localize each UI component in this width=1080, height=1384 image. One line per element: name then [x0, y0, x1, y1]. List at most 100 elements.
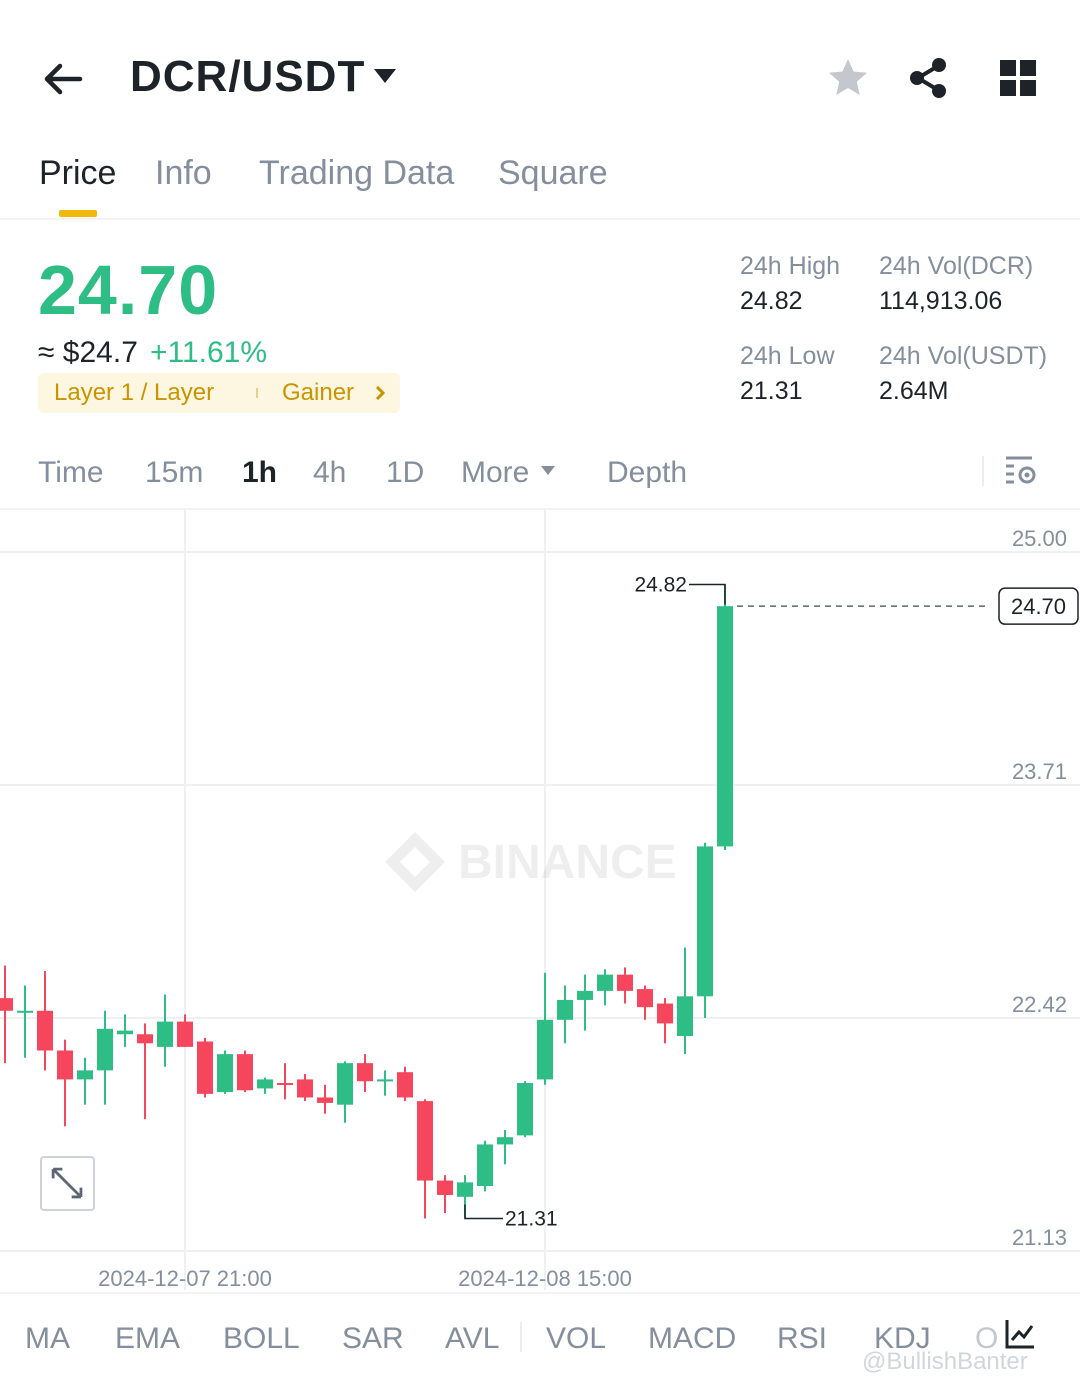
- candle-body: [597, 974, 613, 991]
- low-label: 24h Low: [740, 342, 835, 370]
- tab-trading-data[interactable]: Trading Data: [259, 154, 455, 192]
- binance-logo-icon: [385, 832, 445, 892]
- candle-body: [137, 1034, 153, 1044]
- candle-body: [237, 1054, 253, 1091]
- interval-depth[interactable]: Depth: [607, 456, 688, 489]
- candle-body: [717, 606, 733, 847]
- binance-watermark: BINANCE: [385, 832, 677, 892]
- y-tick-label: 21.13: [1012, 1225, 1067, 1250]
- candle-body: [457, 1182, 473, 1197]
- indicator-chart-icon[interactable]: [1004, 1318, 1036, 1350]
- indicator-boll[interactable]: BOLL: [223, 1322, 300, 1355]
- interval-15m[interactable]: 15m: [145, 456, 204, 489]
- tag-bar[interactable]: Layer 1 / Layer Gainer: [38, 373, 400, 413]
- candle-body: [17, 1010, 33, 1013]
- tab-info[interactable]: Info: [155, 154, 212, 192]
- back-arrow-icon[interactable]: [40, 56, 86, 102]
- expand-chart-button[interactable]: [40, 1156, 95, 1211]
- candle-body: [657, 1003, 673, 1024]
- candle-body: [497, 1137, 513, 1145]
- tab-square[interactable]: Square: [498, 154, 608, 192]
- vol-base-value: 114,913.06: [879, 287, 1003, 315]
- candle-body: [37, 1010, 53, 1051]
- indicator-sar[interactable]: SAR: [342, 1322, 404, 1355]
- last-price: 24.70: [38, 251, 219, 329]
- candle-body: [317, 1097, 333, 1103]
- candle-body: [197, 1041, 213, 1094]
- candle-body: [0, 998, 13, 1011]
- chart-settings-icon[interactable]: [1002, 452, 1040, 490]
- candle-body: [557, 999, 573, 1020]
- indicator-kdj[interactable]: KDJ: [874, 1322, 931, 1355]
- interval-1h[interactable]: 1h: [242, 456, 278, 489]
- tab-bar: Price Info Trading Data Square: [0, 140, 1080, 220]
- pair-title[interactable]: DCR/USDT: [130, 52, 366, 101]
- candle-body: [357, 1063, 373, 1082]
- interval-bar: Time 15m 1h 4h 1D More Depth: [0, 440, 1080, 510]
- indicator-macd[interactable]: MACD: [648, 1322, 737, 1355]
- category-tag[interactable]: Layer 1 / Layer: [54, 379, 215, 406]
- interval-more[interactable]: More: [461, 456, 530, 489]
- interval-4h[interactable]: 4h: [313, 456, 347, 489]
- candle-body: [257, 1079, 273, 1089]
- gainer-tag[interactable]: Gainer: [282, 379, 355, 406]
- chevron-right-icon[interactable]: [372, 383, 388, 403]
- expand-icon: [51, 1167, 83, 1199]
- vol-base-label: 24h Vol(DCR): [879, 252, 1034, 280]
- watermark: @BullishBanter: [862, 1348, 1028, 1375]
- divider: [982, 456, 984, 486]
- usd-equivalent: ≈ $24.7: [38, 336, 138, 369]
- tag-divider: [256, 388, 258, 398]
- change-percent: +11.61%: [150, 336, 268, 369]
- interval-time[interactable]: Time: [38, 456, 104, 489]
- low-marker-label: 21.31: [505, 1207, 558, 1230]
- candle-body: [617, 974, 633, 991]
- candlestick-chart[interactable]: 25.00 23.71 22.42 21.13 2024-12-07 21:00 2024…: [0, 510, 1080, 1290]
- indicator-o[interactable]: O: [975, 1322, 999, 1355]
- candle-body: [477, 1144, 493, 1186]
- candle-body: [97, 1028, 113, 1071]
- indicator-rsi[interactable]: RSI: [777, 1322, 828, 1355]
- star-icon[interactable]: [826, 56, 870, 100]
- candle-body: [517, 1083, 533, 1136]
- candle-body: [537, 1019, 553, 1080]
- candle-body: [57, 1050, 73, 1080]
- indicator-avl[interactable]: AVL: [445, 1322, 500, 1355]
- caret-down-icon[interactable]: [372, 66, 398, 86]
- candle-body: [437, 1180, 453, 1196]
- candle-body: [77, 1070, 93, 1080]
- caret-down-icon[interactable]: [540, 464, 556, 476]
- candle-body: [377, 1079, 393, 1082]
- vol-quote-label: 24h Vol(USDT): [879, 342, 1048, 370]
- indicator-ema[interactable]: EMA: [115, 1322, 181, 1355]
- share-icon[interactable]: [906, 56, 950, 100]
- y-tick-label: 22.42: [1012, 992, 1067, 1017]
- x-tick-label: 2024-12-07 21:00: [98, 1266, 272, 1290]
- watermark-text: BINANCE: [458, 836, 677, 889]
- active-tab-indicator: [59, 210, 97, 217]
- grid-icon[interactable]: [998, 58, 1038, 98]
- current-price-tag: [998, 587, 1079, 625]
- low-marker-line: [464, 1204, 503, 1220]
- vol-quote-value: 2.64M: [879, 377, 949, 405]
- candle-body: [337, 1063, 353, 1105]
- candle-body: [417, 1101, 433, 1181]
- tab-price[interactable]: Price: [39, 154, 117, 192]
- interval-1d[interactable]: 1D: [386, 456, 425, 489]
- indicator-vol[interactable]: VOL: [546, 1322, 607, 1355]
- high-marker-line: [689, 583, 726, 605]
- indicator-bar: MA EMA BOLL SAR AVL VOL MACD RSI KDJ O: [0, 1292, 1080, 1384]
- current-price-label: 24.70: [1011, 594, 1066, 619]
- candle-body: [297, 1079, 313, 1098]
- indicator-ma[interactable]: MA: [25, 1322, 70, 1355]
- candle-body: [397, 1072, 413, 1098]
- candle-body: [277, 1083, 293, 1086]
- candle-body: [177, 1021, 193, 1047]
- low-value: 21.31: [740, 377, 803, 405]
- high-label: 24h High: [740, 252, 841, 280]
- candle-body: [577, 990, 593, 1000]
- top-bar: DCR/USDT: [0, 0, 1080, 140]
- candle-body: [677, 996, 693, 1037]
- candle-body: [637, 989, 653, 1008]
- high-value: 24.82: [740, 287, 803, 315]
